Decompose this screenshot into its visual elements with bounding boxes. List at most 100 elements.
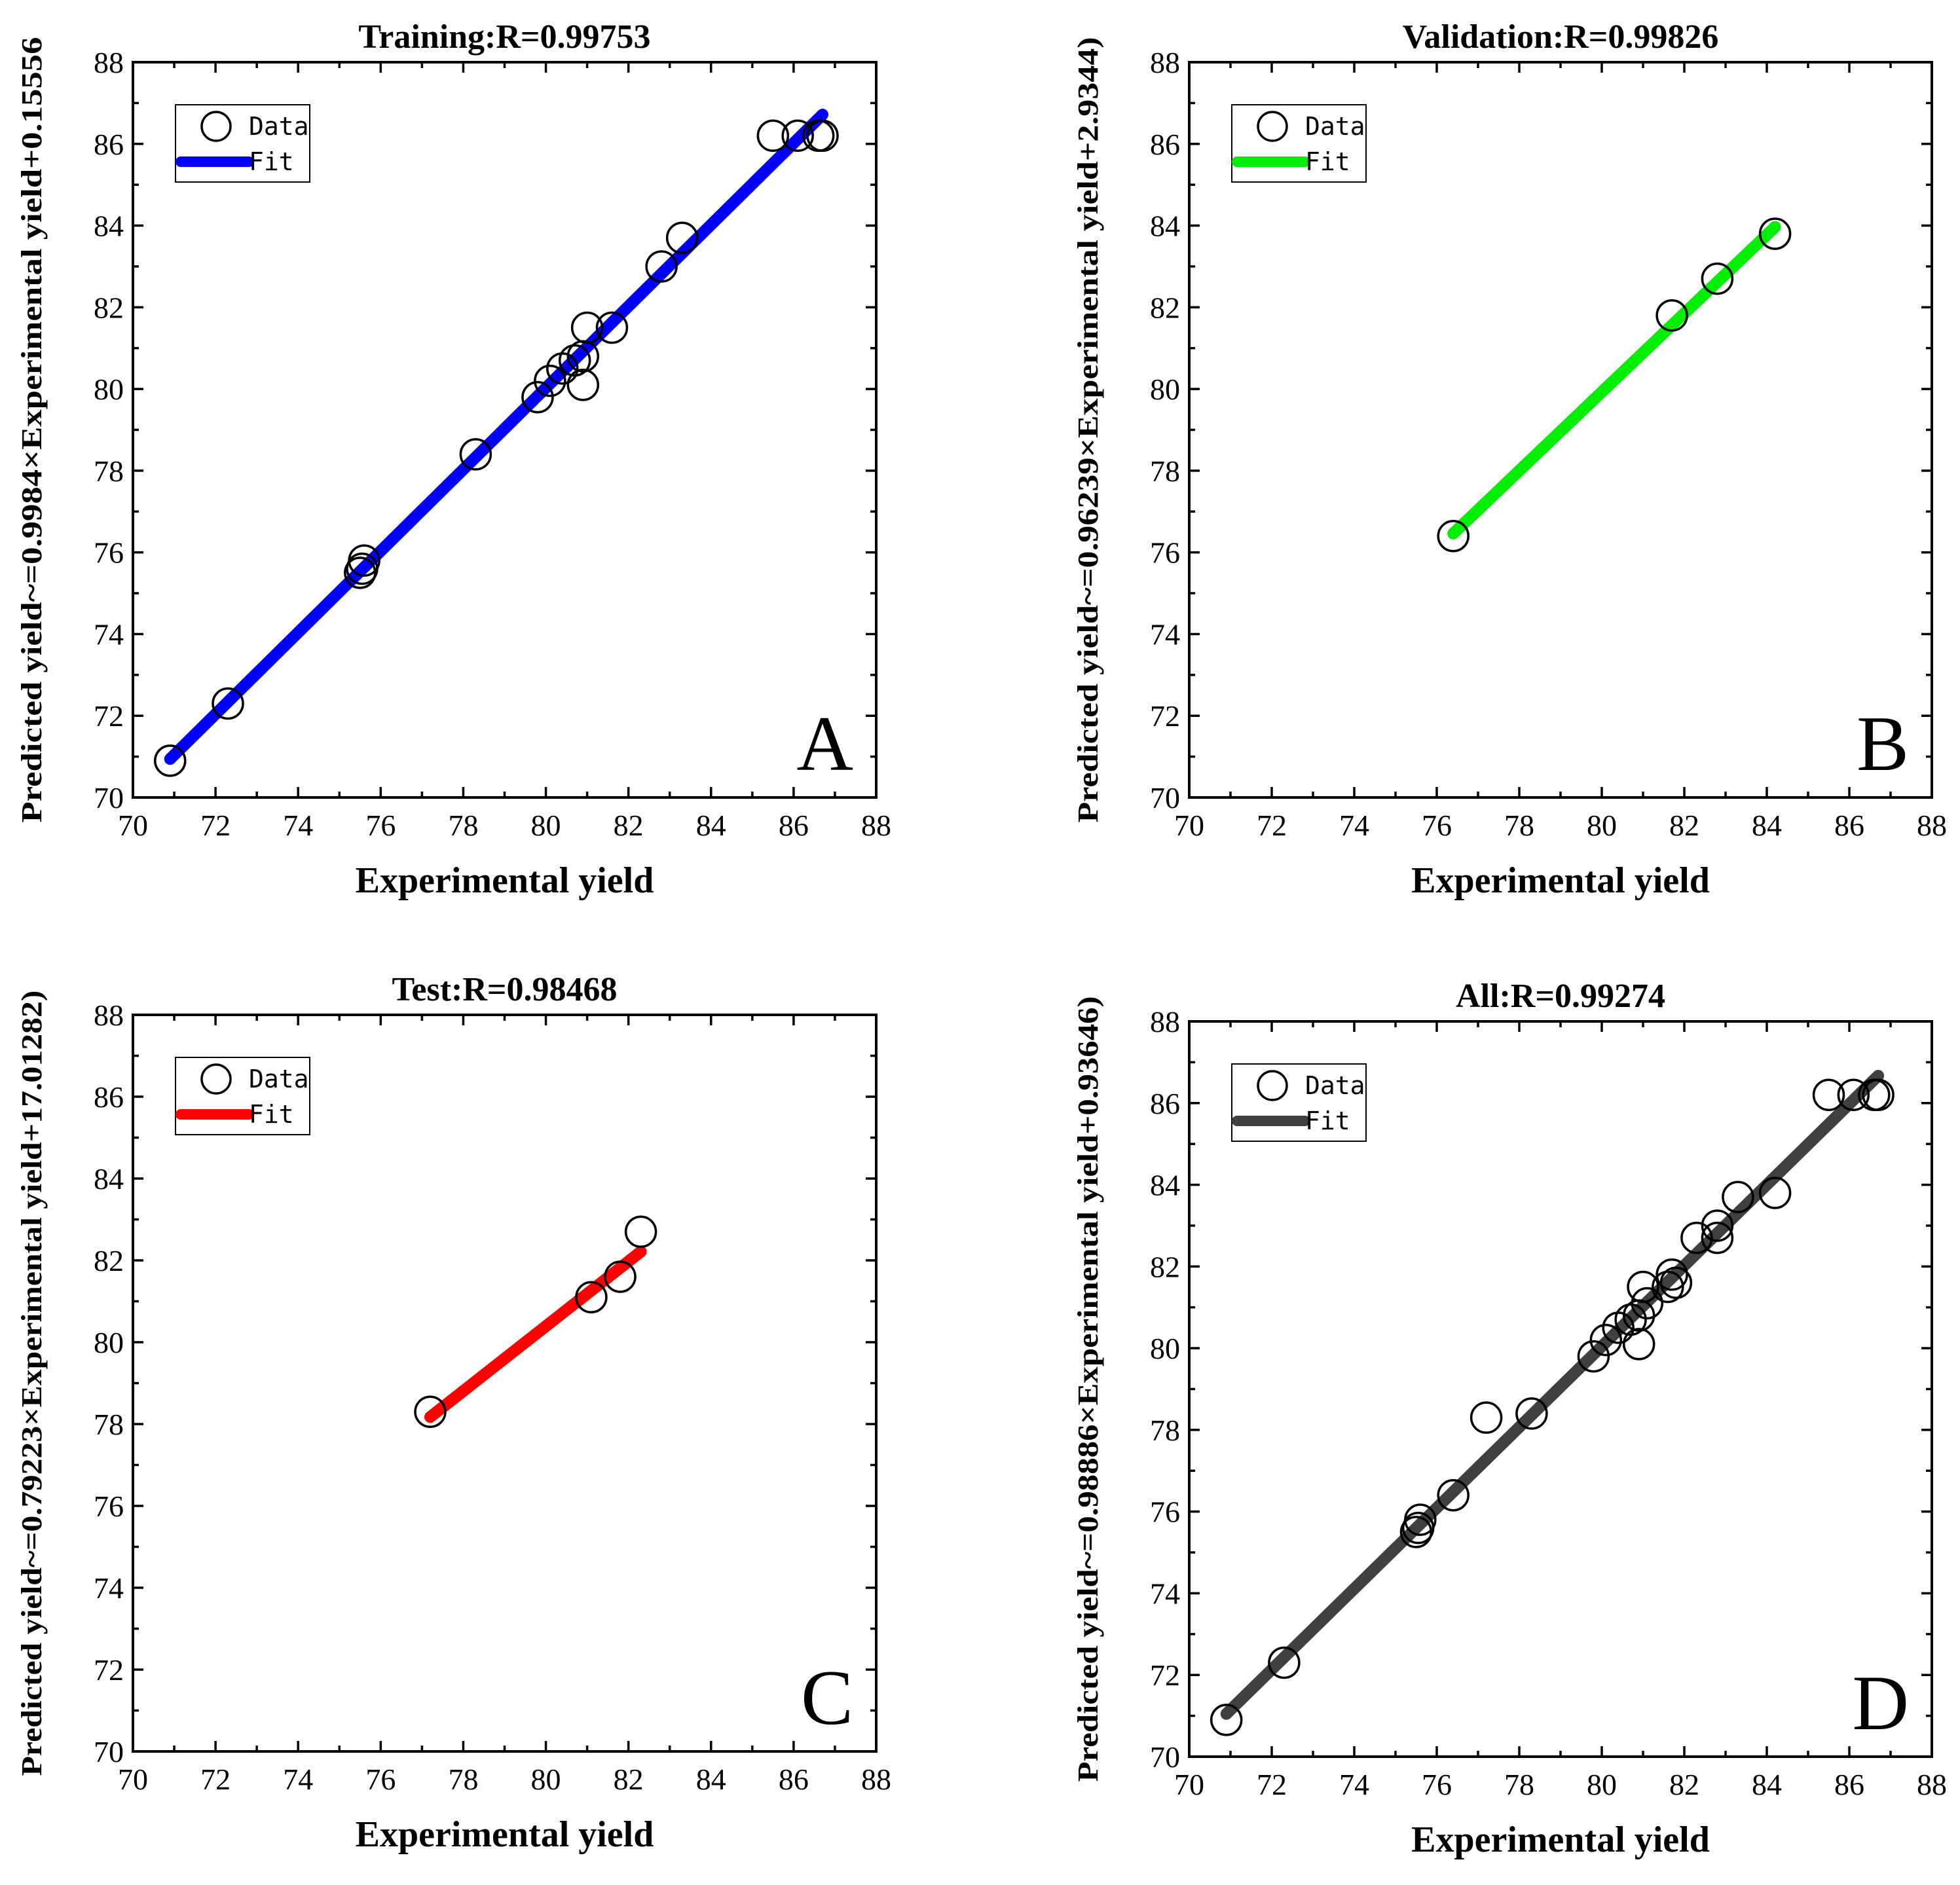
y-tick-label: 72 bbox=[94, 699, 124, 733]
data-point bbox=[459, 438, 492, 471]
legend-data-marker bbox=[200, 1063, 232, 1095]
data-point bbox=[1701, 1221, 1734, 1254]
y-tick-label: 84 bbox=[94, 210, 124, 243]
y-tick-label: 82 bbox=[94, 291, 124, 324]
x-tick-label: 82 bbox=[1669, 809, 1699, 842]
legend-box bbox=[1231, 1063, 1367, 1142]
data-point bbox=[1437, 519, 1470, 553]
fit-line bbox=[424, 1245, 647, 1423]
x-tick-label: 72 bbox=[200, 809, 231, 842]
legend-data-label: Data bbox=[1305, 112, 1365, 141]
x-axis-label: Experimental yield bbox=[356, 860, 654, 901]
legend: Data Fit bbox=[175, 104, 310, 183]
y-tick-label: 74 bbox=[1150, 1577, 1180, 1610]
x-tick-label: 86 bbox=[779, 809, 809, 842]
y-tick-label: 80 bbox=[1150, 1332, 1180, 1365]
data-point bbox=[1399, 1516, 1433, 1548]
x-tick-label: 88 bbox=[1917, 809, 1947, 842]
data-point bbox=[1655, 299, 1688, 332]
data-point bbox=[570, 311, 604, 344]
data-point bbox=[1837, 1078, 1870, 1112]
x-tick-label: 82 bbox=[614, 1763, 644, 1796]
data-point bbox=[781, 119, 814, 153]
data-point bbox=[1655, 1258, 1688, 1291]
legend: Data Fit bbox=[1231, 104, 1367, 183]
x-tick-label: 86 bbox=[1834, 809, 1864, 842]
y-tick-label: 78 bbox=[1150, 1414, 1180, 1447]
y-axis-label: Predicted yield~=0.96239×Experimental yi… bbox=[1072, 37, 1104, 823]
chart-panel-b: Validation:R=0.99826 70 72 74 76 78 80 82 84 86 88… bbox=[1072, 18, 1947, 901]
data-point bbox=[595, 311, 629, 344]
data-point bbox=[1680, 1221, 1713, 1254]
x-axis-label: Experimental yield bbox=[1411, 860, 1710, 901]
data-point bbox=[1627, 1270, 1659, 1304]
y-tick-label: 80 bbox=[94, 1326, 124, 1359]
x-tick-label: 88 bbox=[861, 1763, 891, 1796]
chart-title: Training:R=0.99753 bbox=[358, 18, 650, 56]
x-tick-label: 78 bbox=[448, 1763, 478, 1796]
data-point bbox=[521, 380, 554, 414]
y-tick-label: 82 bbox=[94, 1244, 124, 1277]
y-tick-label: 76 bbox=[1150, 536, 1180, 570]
data-point bbox=[1577, 1340, 1610, 1373]
x-tick-label: 70 bbox=[118, 1763, 148, 1796]
data-point bbox=[1401, 1511, 1435, 1545]
x-tick-label: 70 bbox=[1174, 1768, 1204, 1801]
y-tick-label: 70 bbox=[94, 1735, 124, 1768]
data-point bbox=[344, 557, 377, 589]
data-point bbox=[645, 250, 678, 283]
data-point bbox=[1758, 217, 1792, 250]
panel-letter: B bbox=[1857, 700, 1909, 787]
chart-panel-c: Test:R=0.98468 70 72 74 76 78 80 82 84 86 88 70 72 74… bbox=[16, 971, 891, 1855]
y-tick-label: 84 bbox=[1150, 210, 1180, 243]
x-tick-label: 88 bbox=[1917, 1768, 1947, 1801]
chart-panel-a: Training:R=0.99753 70 72 74 76 78 80 82 84 86 88 70… bbox=[16, 18, 891, 901]
y-tick-label: 86 bbox=[1150, 1087, 1180, 1120]
data-point bbox=[756, 119, 790, 153]
x-tick-label: 86 bbox=[1834, 1768, 1864, 1801]
y-axis-label: Predicted yield~=0.9984×Experimental yie… bbox=[16, 37, 48, 823]
y-tick-label: 84 bbox=[94, 1162, 124, 1196]
legend-fit-label: Fit bbox=[1305, 1107, 1350, 1135]
legend-data-label: Data bbox=[1305, 1071, 1365, 1100]
data-point bbox=[1812, 1078, 1845, 1112]
legend-box bbox=[175, 104, 310, 183]
y-tick-label: 70 bbox=[94, 781, 124, 814]
x-tick-label: 86 bbox=[779, 1763, 809, 1796]
data-point bbox=[1758, 1177, 1792, 1209]
x-tick-label: 78 bbox=[1504, 1768, 1534, 1801]
data-point bbox=[1589, 1323, 1623, 1357]
data-point bbox=[1268, 1646, 1301, 1679]
legend-data-label: Data bbox=[249, 112, 309, 141]
x-tick-label: 84 bbox=[696, 1763, 726, 1796]
y-tick-label: 72 bbox=[1150, 699, 1180, 733]
y-tick-label: 70 bbox=[1150, 781, 1180, 814]
data-point bbox=[624, 1215, 657, 1248]
data-point bbox=[346, 552, 379, 585]
y-tick-label: 86 bbox=[1150, 128, 1180, 161]
x-tick-label: 80 bbox=[1587, 1768, 1617, 1801]
data-point bbox=[1701, 262, 1734, 295]
x-tick-label: 80 bbox=[531, 809, 561, 842]
legend: Data Fit bbox=[1231, 1063, 1367, 1142]
x-tick-label: 80 bbox=[531, 1763, 561, 1796]
y-tick-label: 78 bbox=[94, 454, 124, 488]
data-point bbox=[558, 344, 591, 377]
data-point bbox=[534, 364, 566, 397]
data-point bbox=[1515, 1397, 1548, 1430]
y-axis-label: Predicted yield~=0.79223×Experimental yi… bbox=[16, 991, 48, 1776]
data-point bbox=[604, 1260, 637, 1293]
y-tick-label: 72 bbox=[94, 1653, 124, 1687]
legend-fit-label: Fit bbox=[1305, 147, 1350, 176]
legend-fit-label: Fit bbox=[249, 147, 294, 176]
panel-letter: A bbox=[796, 700, 853, 787]
y-tick-label: 88 bbox=[94, 998, 124, 1032]
y-tick-label: 74 bbox=[94, 617, 124, 651]
legend-data-marker bbox=[1257, 1070, 1288, 1101]
data-point bbox=[154, 744, 187, 777]
data-point bbox=[1631, 1287, 1664, 1320]
fit-line bbox=[1447, 221, 1781, 540]
fit-line bbox=[1220, 1069, 1885, 1720]
y-tick-label: 82 bbox=[1150, 1250, 1180, 1283]
x-axis-label: Experimental yield bbox=[356, 1814, 654, 1855]
